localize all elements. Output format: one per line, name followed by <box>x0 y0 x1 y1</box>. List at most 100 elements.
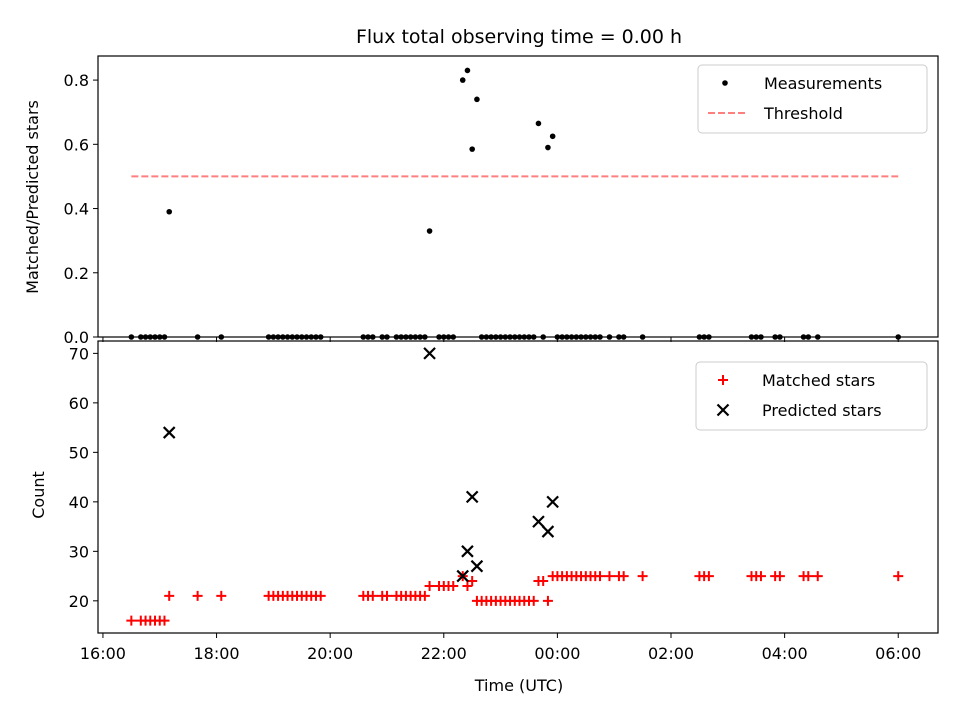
measurement-point <box>554 334 561 340</box>
matched-star-point <box>467 576 478 587</box>
measurement-point <box>384 334 390 340</box>
measurement-point <box>497 334 504 340</box>
measurement-point <box>270 334 277 340</box>
predicted-star-point <box>456 569 469 583</box>
measurement-point <box>379 334 386 340</box>
top-y-tick-label: 0.4 <box>64 200 89 219</box>
top-legend: Measurements Threshold <box>697 64 928 134</box>
top-series-measurements <box>128 67 902 340</box>
measurement-point <box>701 334 707 340</box>
predicted-star-point <box>461 545 474 558</box>
measurement-point <box>516 334 523 340</box>
measurement-point <box>568 334 575 340</box>
matched-star-point <box>315 590 326 601</box>
measurement-point <box>469 146 475 152</box>
measurement-point <box>284 334 291 340</box>
measurement-point <box>194 334 201 340</box>
measurement-point <box>398 334 404 340</box>
matched-star-point <box>164 590 175 601</box>
top-y-tick-label: 0.8 <box>64 71 89 90</box>
measurement-point <box>483 334 490 340</box>
matched-star-point <box>126 615 137 626</box>
measurement-point <box>393 334 400 340</box>
x-tick-label: 22:00 <box>421 644 467 663</box>
matched-star-point <box>618 571 629 582</box>
matched-star-point <box>542 595 553 606</box>
measurement-point <box>308 334 315 340</box>
measurement-point <box>540 334 546 340</box>
predicted-star-point <box>532 515 545 528</box>
measurement-point <box>582 334 589 340</box>
legend-label: Threshold <box>763 104 843 123</box>
measurement-point <box>317 334 324 340</box>
measurement-point <box>161 334 168 340</box>
matched-star-point <box>755 571 766 582</box>
measurement-point <box>464 67 471 74</box>
top-y-tick-label: 0.2 <box>64 264 89 283</box>
legend-matched-swatch <box>718 375 728 385</box>
measurement-point <box>530 334 537 340</box>
matched-star-point <box>381 590 392 601</box>
x-tick-label: 18:00 <box>194 644 240 663</box>
measurement-point <box>620 334 627 340</box>
matched-star-point <box>703 571 714 582</box>
matched-star-point <box>424 580 435 591</box>
chart-title: Flux total observing time = 0.00 h <box>356 26 682 48</box>
measurement-point <box>587 334 594 340</box>
measurement-point <box>407 334 414 340</box>
x-tick-label: 02:00 <box>648 644 694 663</box>
bottom-axes-frame <box>97 340 939 634</box>
bottom-y-tick-label: 30 <box>69 542 89 561</box>
measurement-point <box>772 334 778 340</box>
x-tick-label: 16:00 <box>80 644 126 663</box>
bottom-legend: Matched stars Predicted stars <box>695 361 928 431</box>
measurement-point <box>814 334 821 340</box>
matched-star-point <box>604 571 615 582</box>
x-tick-label: 00:00 <box>534 644 580 663</box>
matched-star-point <box>893 571 904 582</box>
top-y-axis-label: Matched/Predicted stars <box>23 100 42 294</box>
bottom-y-tick-label: 70 <box>69 344 89 363</box>
measurement-point <box>474 96 480 103</box>
measurement-point <box>417 334 423 340</box>
measurement-point <box>422 334 428 340</box>
matched-star-point <box>812 571 823 582</box>
measurement-point <box>578 334 584 340</box>
matched-star-point <box>774 571 785 582</box>
measurement-point <box>436 334 442 340</box>
matched-star-point <box>216 590 227 601</box>
measurement-point <box>696 334 703 340</box>
measurement-point <box>535 120 542 127</box>
matched-star-point <box>419 590 430 601</box>
measurement-point <box>298 334 305 340</box>
measurement-point <box>369 334 376 340</box>
measurement-point <box>549 133 556 140</box>
matched-star-point <box>637 571 648 582</box>
legend-label: Predicted stars <box>762 401 882 420</box>
predicted-star-point <box>423 347 436 360</box>
measurement-point <box>526 334 532 340</box>
matched-star-point <box>528 595 539 606</box>
bottom-series-predicted-stars <box>162 347 559 583</box>
x-tick-label: 04:00 <box>762 644 808 663</box>
x-tick-label: 06:00 <box>875 644 921 663</box>
legend-box <box>695 361 928 431</box>
top-panel: 0.0 0.2 0.4 0.6 0.8 <box>64 55 939 347</box>
measurement-point <box>440 334 447 340</box>
measurement-point <box>606 334 613 340</box>
x-tick-label: 20:00 <box>307 644 353 663</box>
measurement-point <box>445 334 452 340</box>
measurement-point <box>294 334 300 340</box>
matched-star-point <box>159 615 170 626</box>
measurement-point <box>403 334 409 340</box>
legend-measurement-swatch <box>722 80 728 86</box>
matched-star-point <box>595 571 605 582</box>
measurement-point <box>706 334 712 340</box>
bottom-y-tick-label: 50 <box>69 443 89 462</box>
measurement-point <box>895 334 902 340</box>
bottom-y-axis-label: Count <box>29 471 48 519</box>
measurement-point <box>412 334 419 340</box>
x-axis-label: Time (UTC) <box>474 676 563 695</box>
measurement-point <box>152 334 158 340</box>
